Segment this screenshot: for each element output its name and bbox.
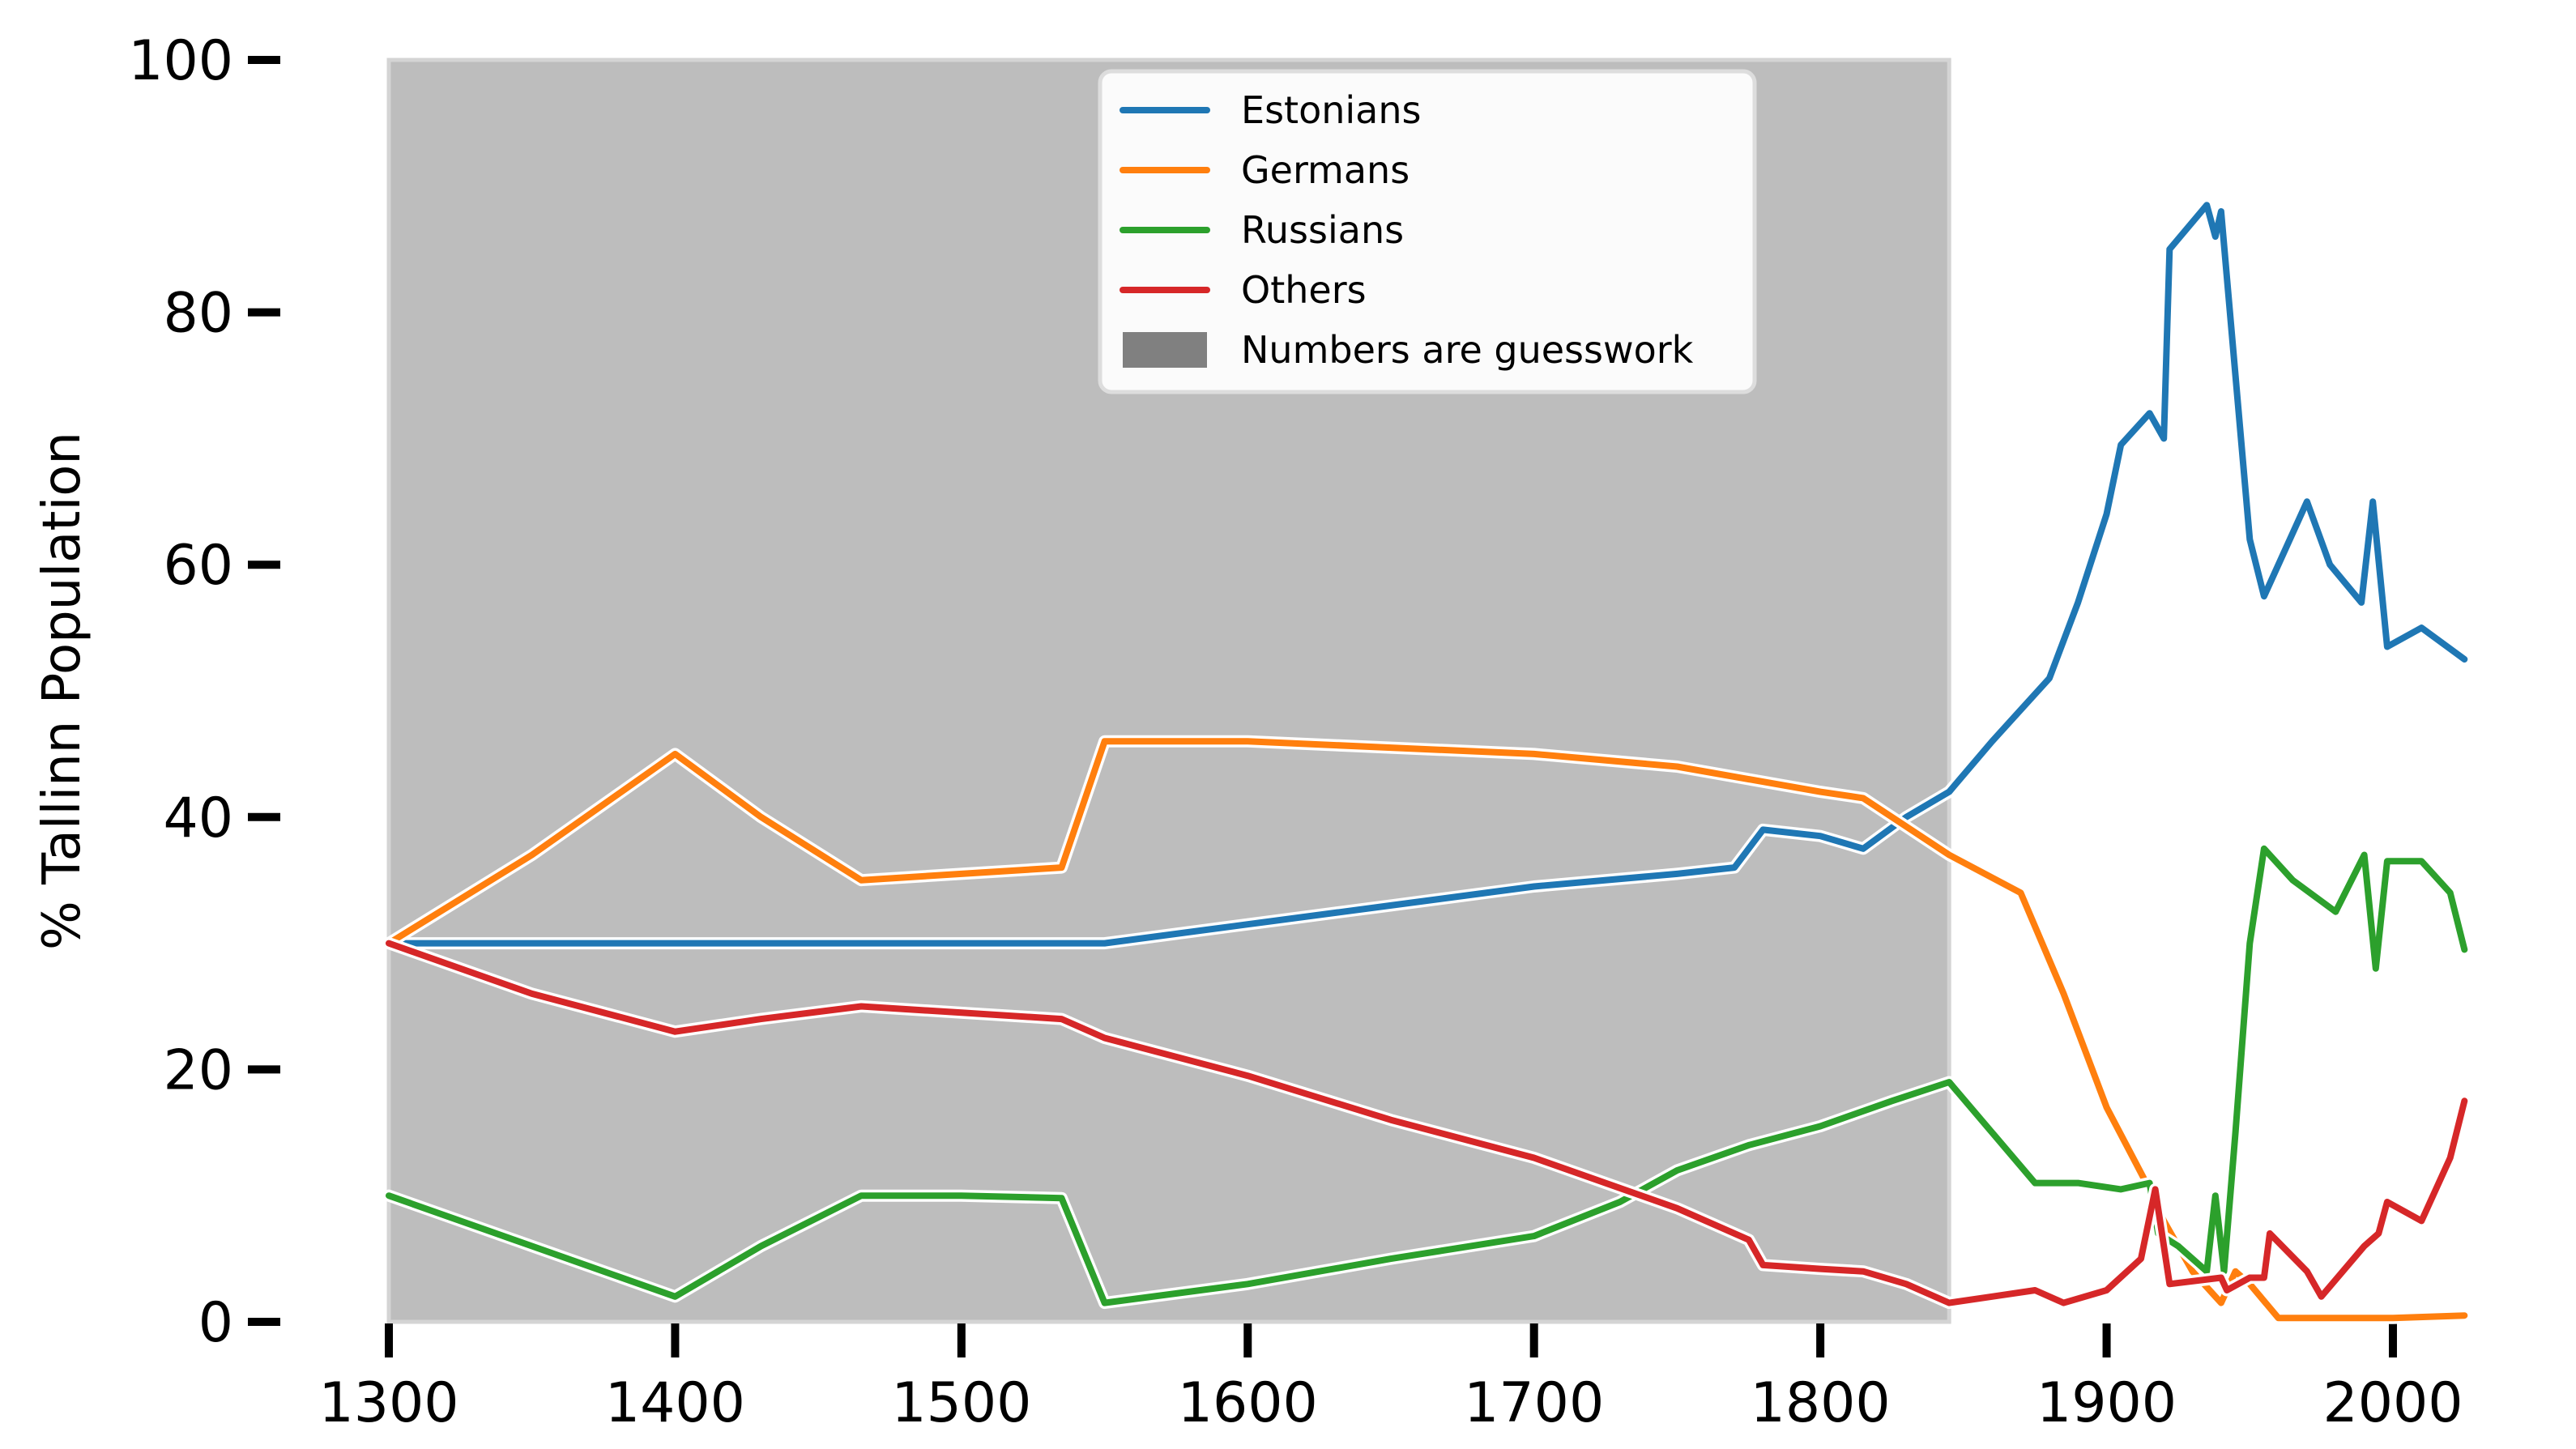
legend-label: Numbers are guesswork [1241,328,1694,372]
legend-label: Others [1241,268,1367,312]
x-tick-label: 1800 [1751,1371,1891,1435]
y-tick-label: 20 [163,1038,233,1102]
x-tick-label: 1300 [318,1371,458,1435]
x-tick-label: 1700 [1464,1371,1604,1435]
axes-layer: 0 20 40 60 80 100 1300 1400 1500 1600 1700 1800 1900… [32,29,2463,1435]
legend-label: Estonians [1241,88,1421,132]
legend-label: Russians [1241,208,1404,252]
legend-label: Germans [1241,148,1410,192]
y-tick-label: 0 [198,1291,233,1355]
series-line-others [386,940,2468,1306]
series-line-estonians [386,202,2468,947]
x-tick-label: 1500 [891,1371,1031,1435]
legend-box [1098,69,1757,394]
x-tick-label: 1400 [605,1371,745,1435]
legend: Estonians Germans Russians Others Numbers ar… [1098,69,1757,394]
x-tick-label: 2000 [2322,1371,2463,1435]
legend-swatch-guesswork [1123,332,1207,368]
y-tick-label: 60 [163,534,233,598]
series-line-russians [386,845,2468,1306]
series-lines-layer [382,198,2471,1324]
y-axis-label: % Tallinn Population [32,432,92,950]
x-tick-label: 1600 [1178,1371,1318,1435]
y-tick-label: 40 [163,786,233,850]
y-tick-label: 100 [128,29,233,93]
y-tick-label: 80 [163,282,233,346]
x-tick-label: 1900 [2036,1371,2177,1435]
